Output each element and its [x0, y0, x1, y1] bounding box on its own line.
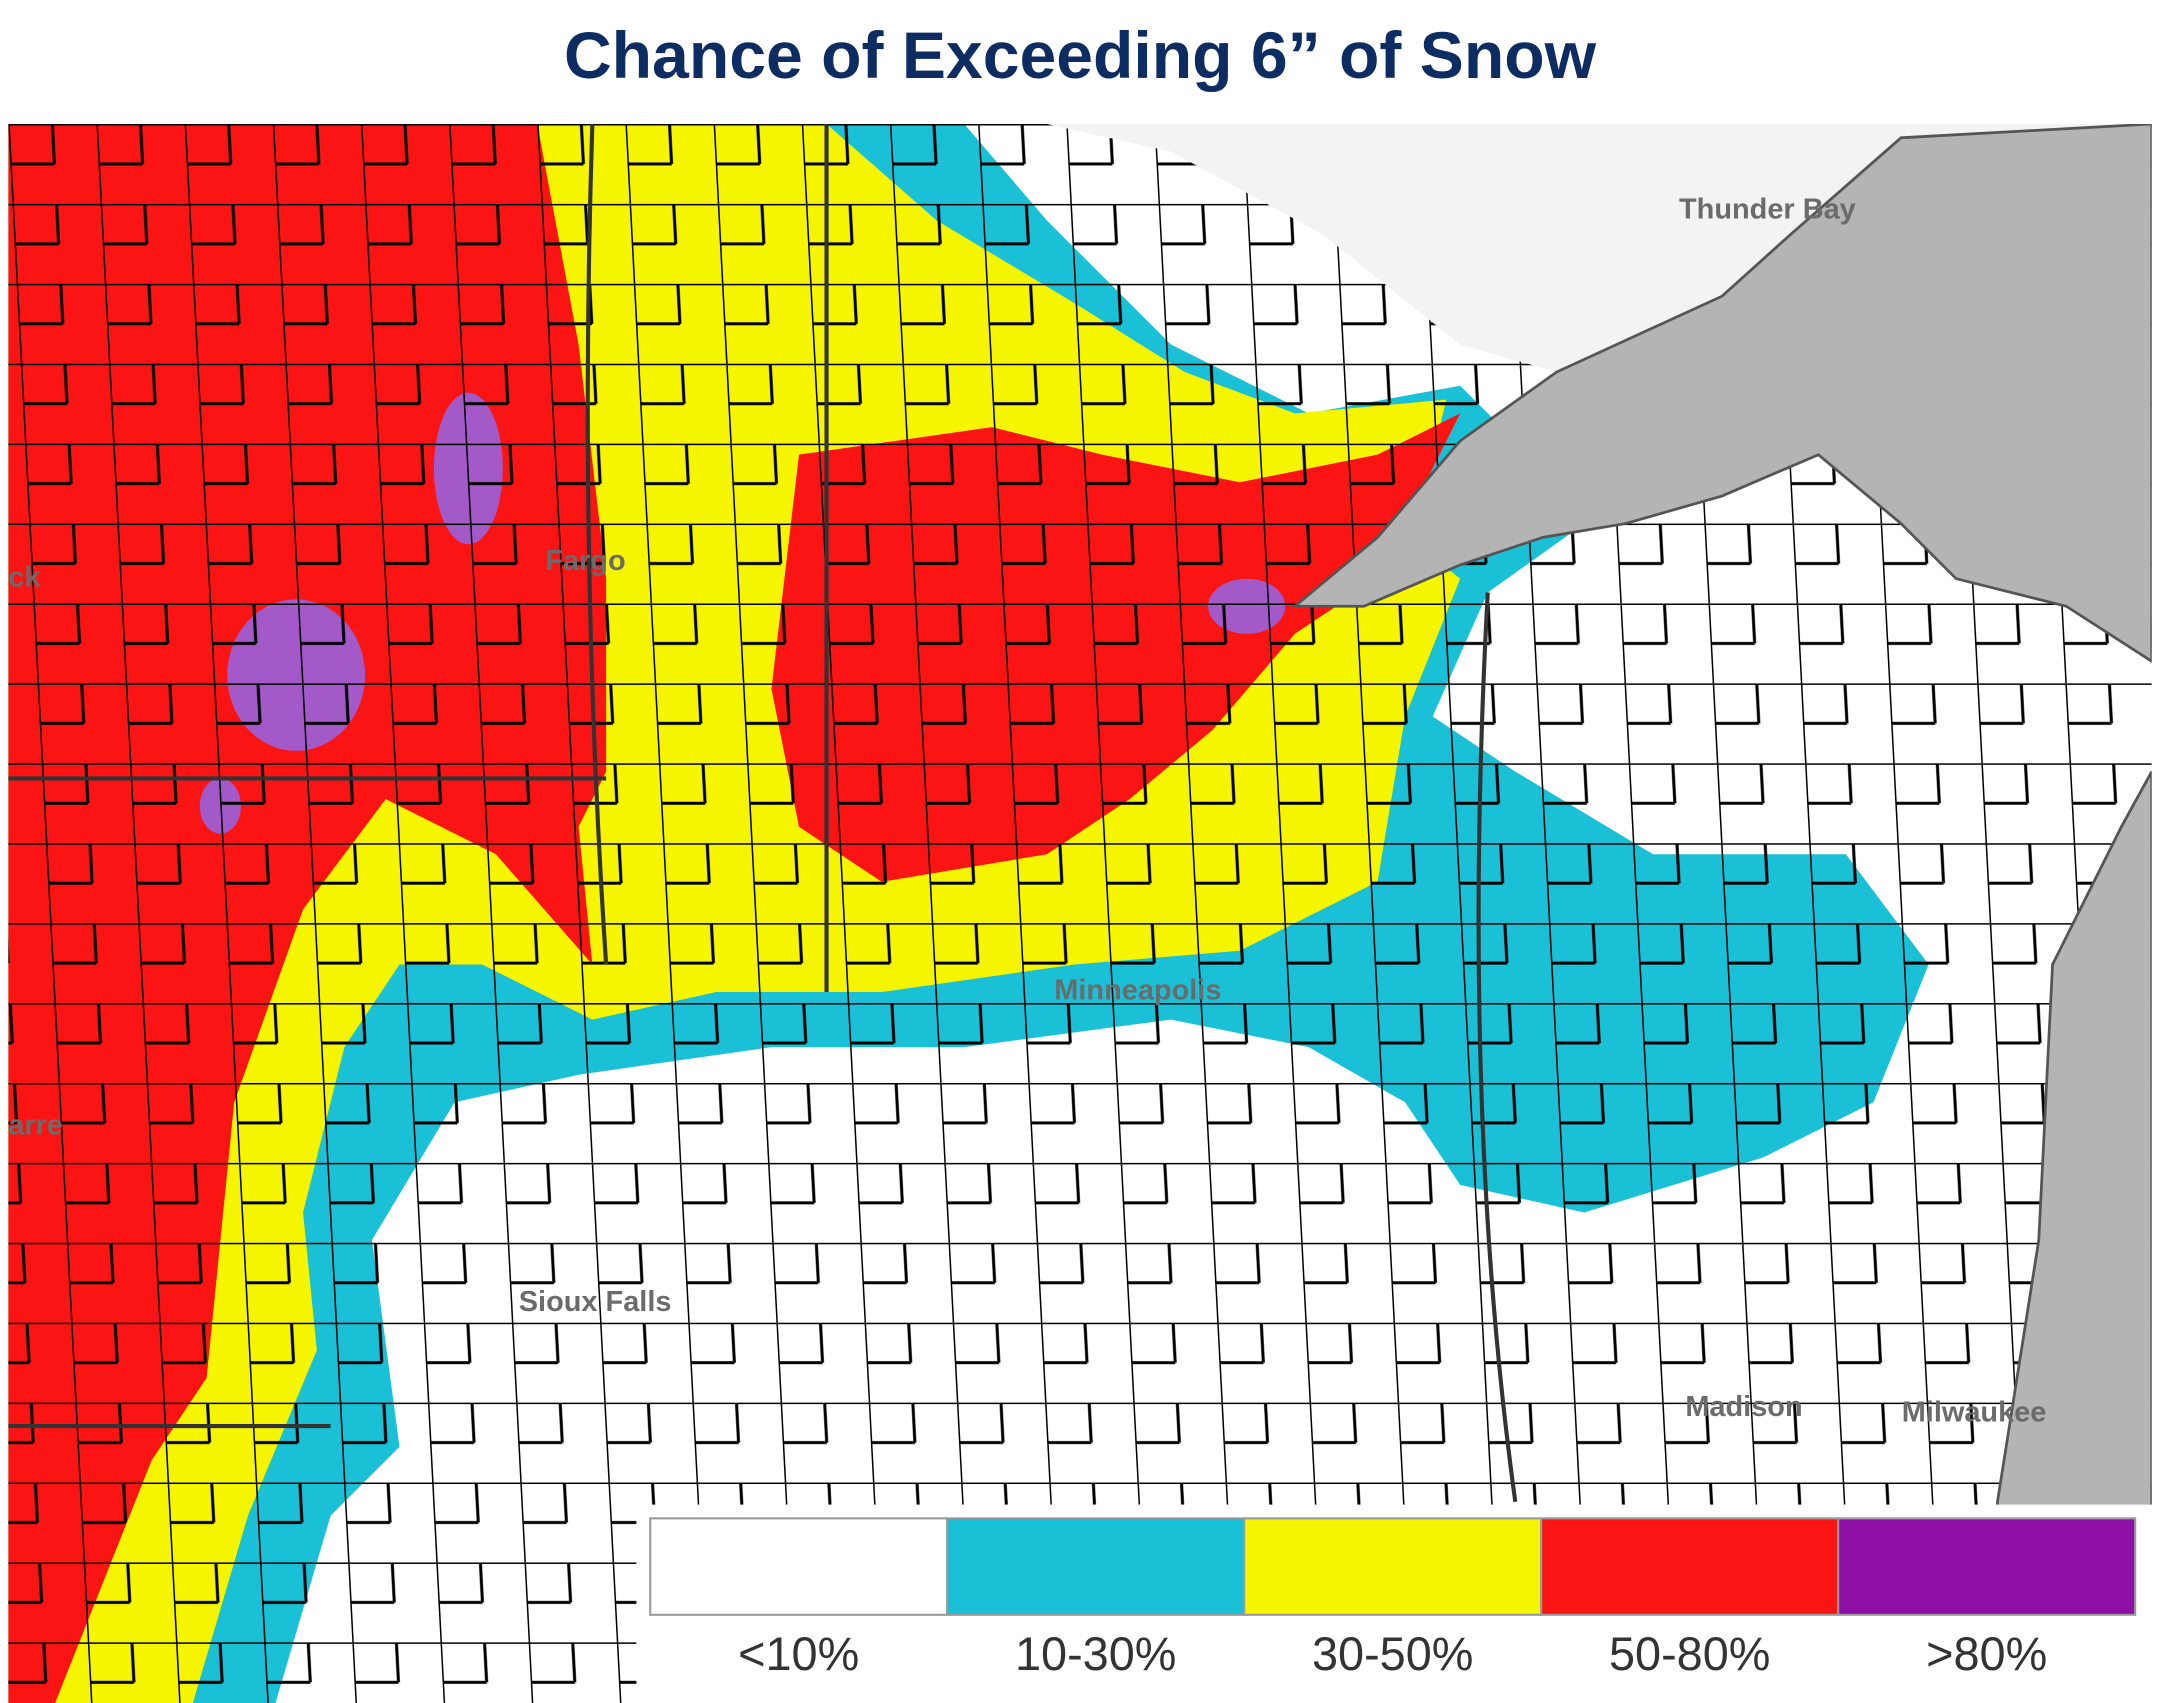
legend-swatch	[1837, 1517, 2137, 1616]
city-label: arre	[8, 1110, 63, 1142]
city-label: Madison	[1685, 1391, 1802, 1423]
city-label: Thunder Bay	[1679, 193, 1856, 225]
city-label: Minneapolis	[1054, 975, 1221, 1007]
canada-area	[1046, 124, 2152, 373]
legend-swatch	[649, 1517, 949, 1616]
state-borders	[8, 124, 1518, 1503]
legend-label: 50-80%	[1609, 1628, 1770, 1680]
city-label: Fargo	[545, 545, 625, 577]
city-label: ck	[8, 561, 41, 593]
map-title: Chance of Exceeding 6” of Snow	[564, 19, 1597, 93]
legend-label: <10%	[738, 1628, 859, 1680]
lake-superior	[1291, 124, 2152, 663]
legend-swatch	[1243, 1517, 1543, 1616]
legend-swatch	[1540, 1517, 1840, 1616]
legend: <10% 10-30% 30-50% 50-80% >80%	[649, 1517, 2137, 1680]
lake-michigan	[1996, 770, 2152, 1703]
city-label: Sioux Falls	[519, 1286, 672, 1318]
legend-label: >80%	[1926, 1628, 2047, 1680]
legend-swatch	[946, 1517, 1246, 1616]
legend-label: 30-50%	[1312, 1628, 1473, 1680]
legend-label: 10-30%	[1015, 1628, 1176, 1680]
map-area: Thunder Bay Fargo Minneapolis Sioux Fall…	[8, 124, 2152, 1703]
city-label: Milwaukee	[1902, 1396, 2047, 1428]
